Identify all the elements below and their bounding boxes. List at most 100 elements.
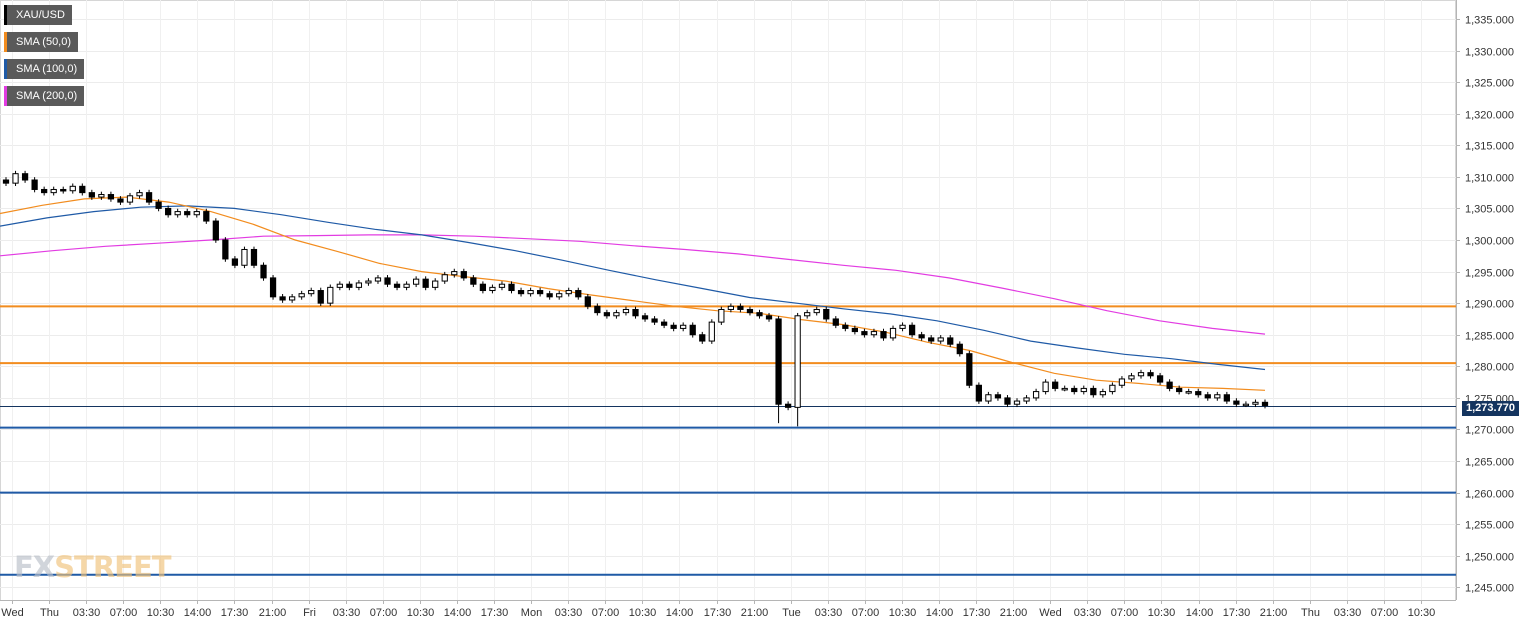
candle-down [660, 321, 668, 326]
candle-up [174, 211, 181, 216]
candle-up [1214, 394, 1221, 399]
candle-up [241, 248, 248, 266]
x-tick-label: 10:30 [1148, 607, 1176, 619]
candle-up [193, 211, 200, 216]
candle-down [460, 271, 467, 279]
candle-up [498, 283, 506, 288]
candle-down [861, 331, 868, 336]
candle-up [336, 283, 343, 288]
x-tick-label: 07:00 [1371, 607, 1399, 619]
candle-down [165, 207, 172, 216]
candle-up [50, 188, 57, 194]
candle-down [107, 194, 115, 200]
candle-up [804, 312, 811, 317]
candle-up [1137, 372, 1145, 377]
candle-up [327, 286, 334, 304]
candle-up [1185, 391, 1192, 394]
legend-swatch [4, 5, 7, 25]
x-tick-label: Tue [782, 607, 801, 619]
x-tick-label: 14:00 [444, 607, 472, 619]
candle-up [1128, 375, 1135, 380]
candle-up [374, 277, 382, 282]
candle-down [746, 308, 754, 314]
candle-up [527, 290, 534, 295]
candle-up [298, 293, 305, 298]
y-tick-label: 1,315.000 [1465, 141, 1514, 153]
candle-down [1071, 387, 1078, 393]
candle-down [470, 277, 477, 285]
candle-down [184, 211, 191, 216]
x-tick-label: 14:00 [184, 607, 212, 619]
y-tick-label: 1,335.000 [1465, 15, 1514, 27]
candle-down [1156, 375, 1164, 383]
x-tick-label: 07:00 [110, 607, 138, 619]
candle-down [1195, 391, 1202, 396]
candle-down [1261, 401, 1269, 406]
y-tick-label: 1,280.000 [1465, 362, 1514, 374]
candle-down [880, 331, 887, 339]
candle-down [651, 318, 658, 323]
x-tick-label: Thu [1301, 607, 1320, 619]
y-tick-label: 1,295.000 [1465, 268, 1514, 280]
sma-lines [0, 196, 1266, 391]
candle-down [422, 278, 429, 288]
candle-down [279, 296, 286, 301]
candle-up [708, 321, 715, 342]
x-tick-label: 21:00 [741, 607, 769, 619]
candle-down [641, 315, 649, 320]
candle-up [355, 282, 363, 288]
candle-down [1204, 394, 1211, 399]
candle-down [1166, 381, 1173, 389]
x-tick-label: 10:30 [1408, 607, 1436, 619]
candle-up [1252, 401, 1259, 405]
candle-down [536, 290, 544, 295]
candle-down [250, 248, 258, 266]
candle-down [737, 305, 744, 310]
candle-down [117, 198, 124, 203]
candle-up [489, 286, 496, 292]
y-tick-label: 1,255.000 [1465, 520, 1514, 532]
candle-down [2, 179, 10, 184]
candle-down [546, 293, 553, 298]
candle-up [365, 280, 372, 284]
candle-up [1080, 387, 1087, 393]
y-tick-label: 1,305.000 [1465, 204, 1514, 216]
candle-up [794, 315, 801, 408]
candle-up [69, 185, 76, 192]
candle-down [212, 220, 219, 241]
candle-down [975, 384, 982, 402]
candle-down [918, 334, 925, 339]
candle-up [1042, 381, 1049, 393]
candle-up [1061, 387, 1068, 391]
candle-down [1052, 381, 1059, 389]
candle-down [1176, 387, 1183, 393]
x-tick-label: 17:30 [1223, 607, 1251, 619]
x-tick-label: 07:00 [592, 607, 620, 619]
candle-down [21, 173, 29, 181]
candle-down [1223, 394, 1230, 402]
legend-label: SMA (100,0) [7, 59, 85, 79]
candle-down [1004, 397, 1011, 405]
candle-up [308, 290, 315, 295]
x-tick-label: 17:30 [963, 607, 991, 619]
candle-down [231, 258, 239, 266]
candle-up [126, 195, 134, 203]
x-tick-label: Fri [303, 607, 316, 619]
candle-up [289, 296, 296, 301]
candle-down [346, 283, 353, 288]
candle-up [432, 280, 439, 288]
y-tick-label: 1,270.000 [1465, 425, 1514, 437]
axes: 1,245.000 1,250.000 1,255.000 1,260.000 1,26… [0, 0, 1514, 619]
candle-down [31, 179, 38, 190]
candle-down [594, 305, 601, 314]
x-tick-label: 03:30 [73, 607, 101, 619]
legend-label: SMA (50,0) [7, 32, 79, 52]
candle-up [451, 271, 458, 276]
candle-down [689, 324, 696, 336]
x-tick-label: 14:00 [1186, 607, 1214, 619]
y-tick-label: 1,330.000 [1465, 47, 1514, 59]
x-tick-label: 03:30 [555, 607, 583, 619]
candle-up [12, 173, 19, 184]
x-tick-label: 03:30 [1074, 607, 1102, 619]
x-tick-label: 21:00 [1260, 607, 1288, 619]
